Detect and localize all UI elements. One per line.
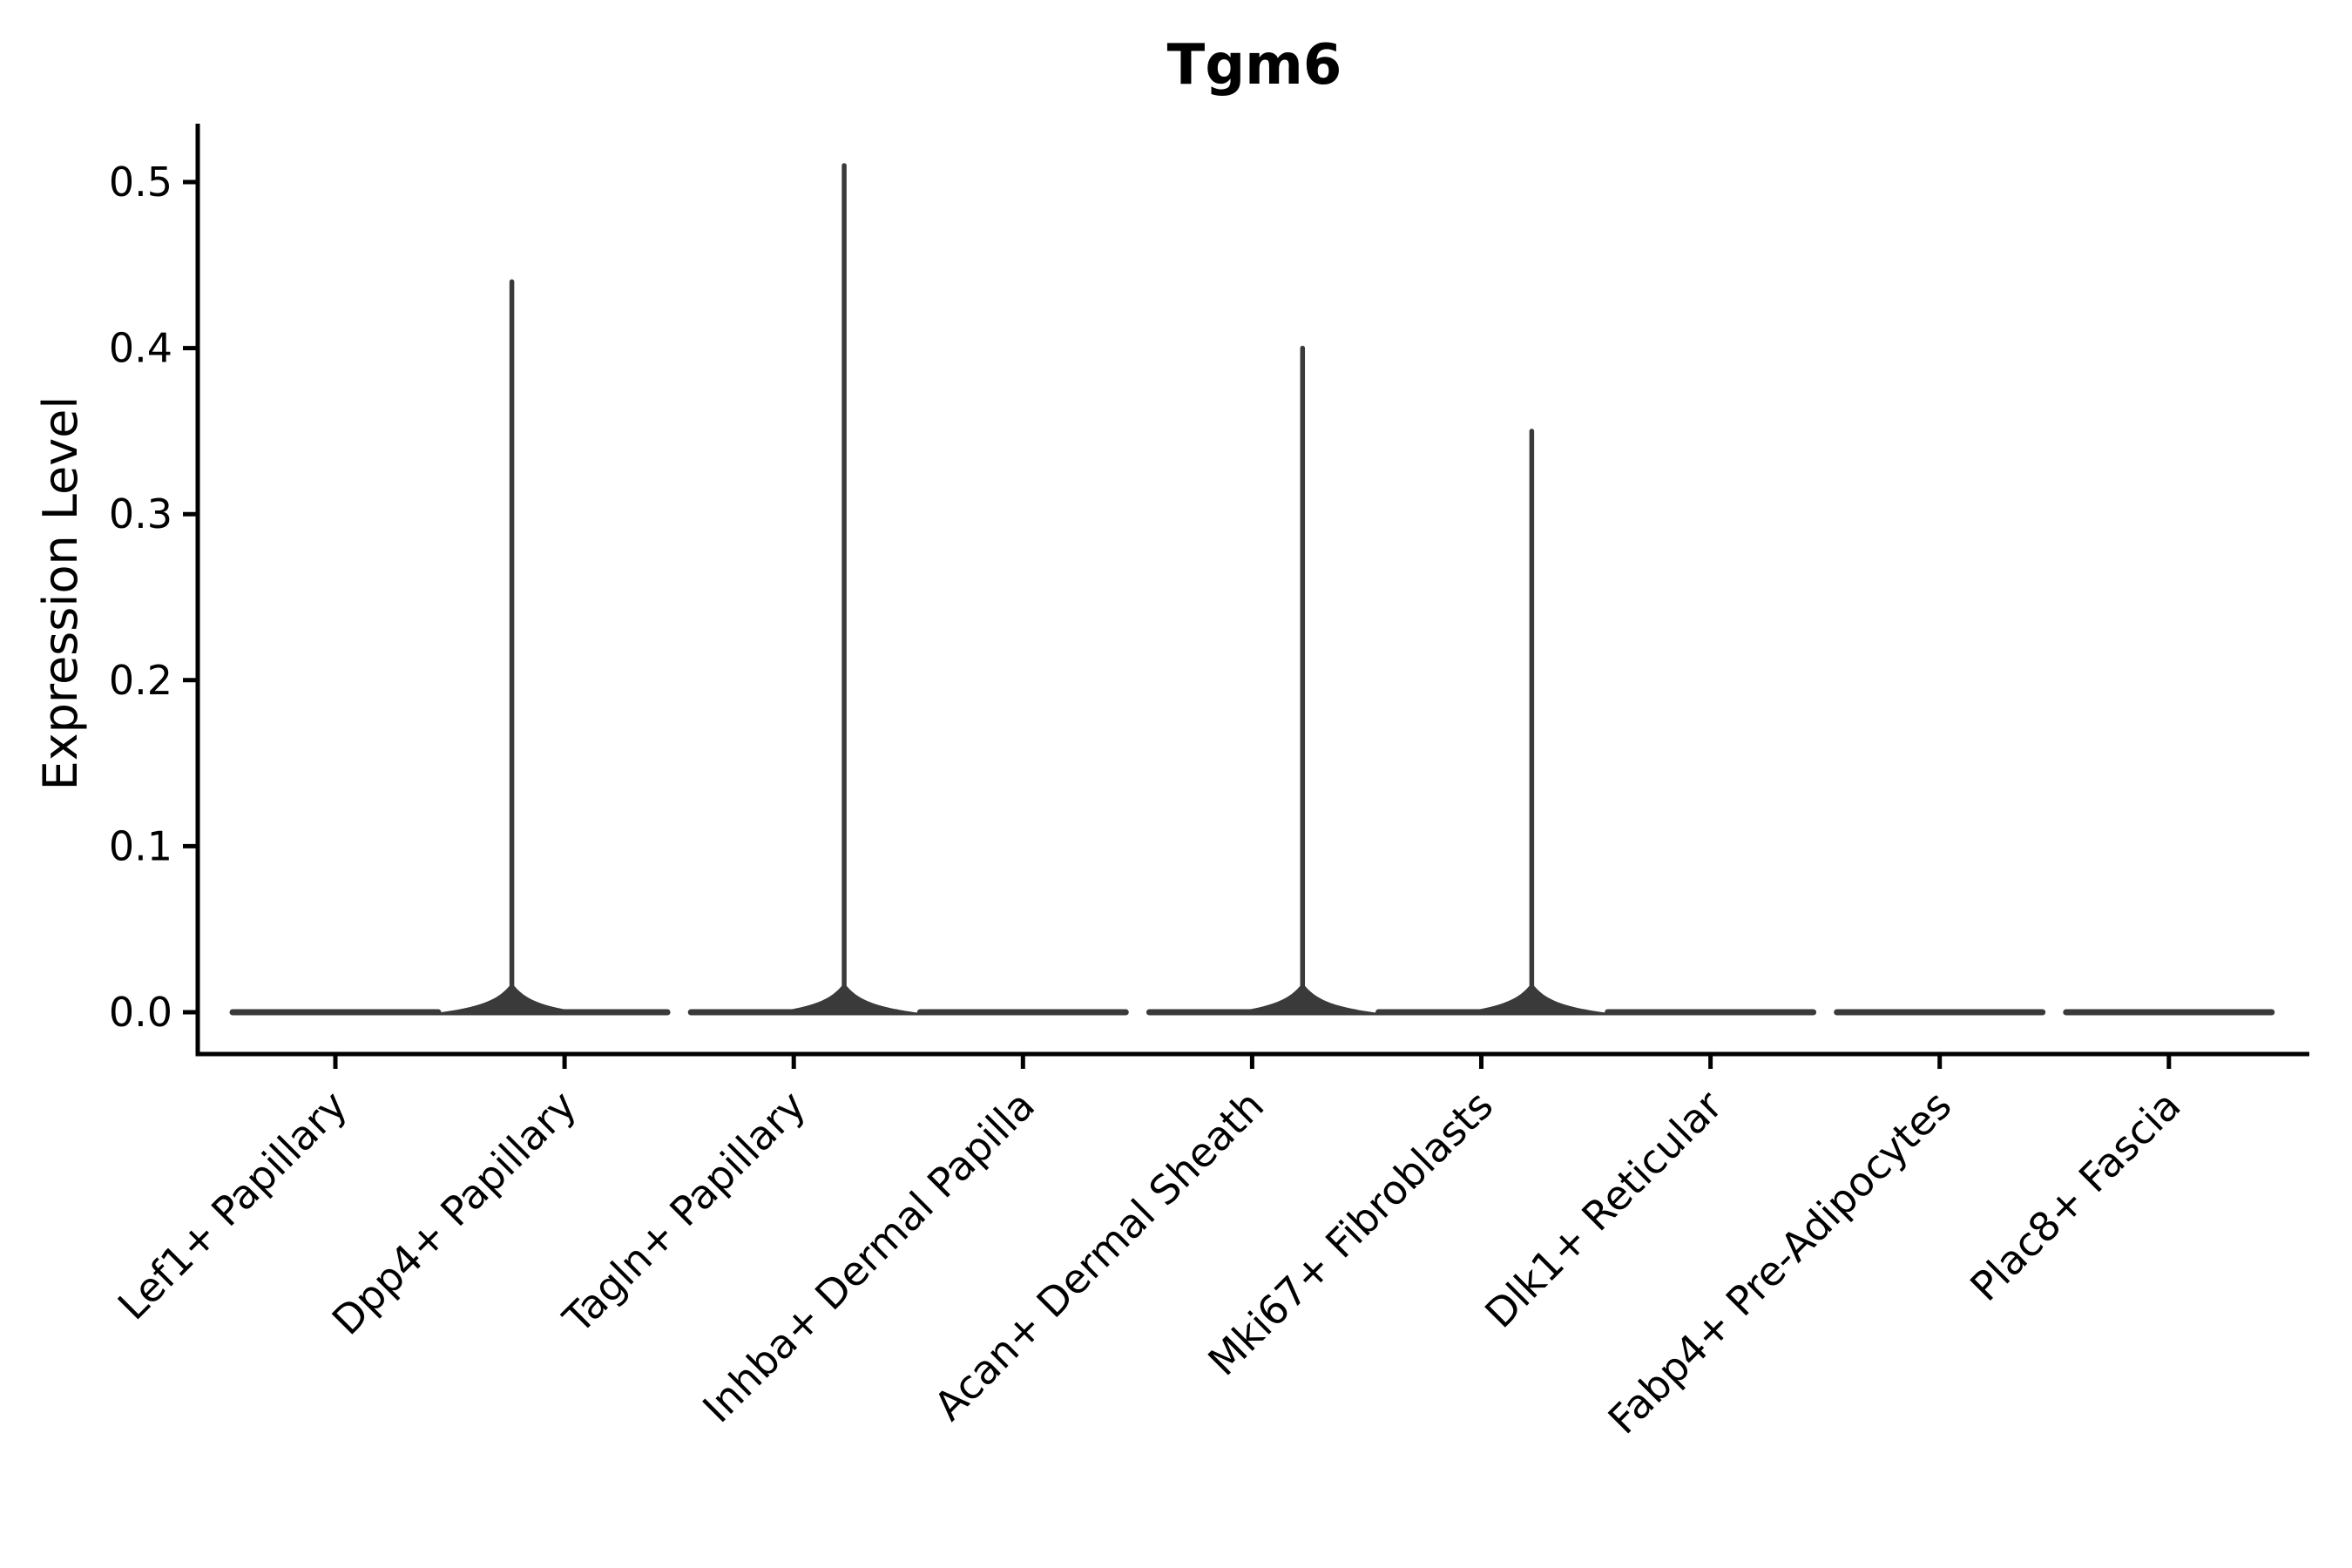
y-tick-label: 0.2 xyxy=(109,657,172,704)
chart-title: Tgm6 xyxy=(1167,33,1342,98)
y-tick-label: 0.0 xyxy=(109,989,172,1036)
x-tick-label: Plac8+ Fascia xyxy=(1961,1082,2189,1310)
y-tick-label: 0.4 xyxy=(109,325,172,372)
y-tick-label: 0.3 xyxy=(109,490,172,537)
violin-series xyxy=(229,163,2275,1016)
axis-spines xyxy=(195,124,2309,1057)
violin xyxy=(1146,345,1395,1016)
y-axis-label: Expression Level xyxy=(33,396,88,791)
x-tick-label: Dpp4+ Papillary xyxy=(323,1082,585,1344)
violin xyxy=(687,163,936,1016)
x-tick-label: Lef1+ Papillary xyxy=(109,1082,356,1329)
x-tick-label: Tagln+ Papillary xyxy=(553,1082,814,1343)
violin xyxy=(420,279,671,1016)
violin xyxy=(1375,429,1624,1016)
x-tick-label: Dlk1+ Reticular xyxy=(1476,1082,1731,1337)
y-tick-label: 0.5 xyxy=(109,159,172,206)
y-tick-label: 0.1 xyxy=(109,822,172,869)
